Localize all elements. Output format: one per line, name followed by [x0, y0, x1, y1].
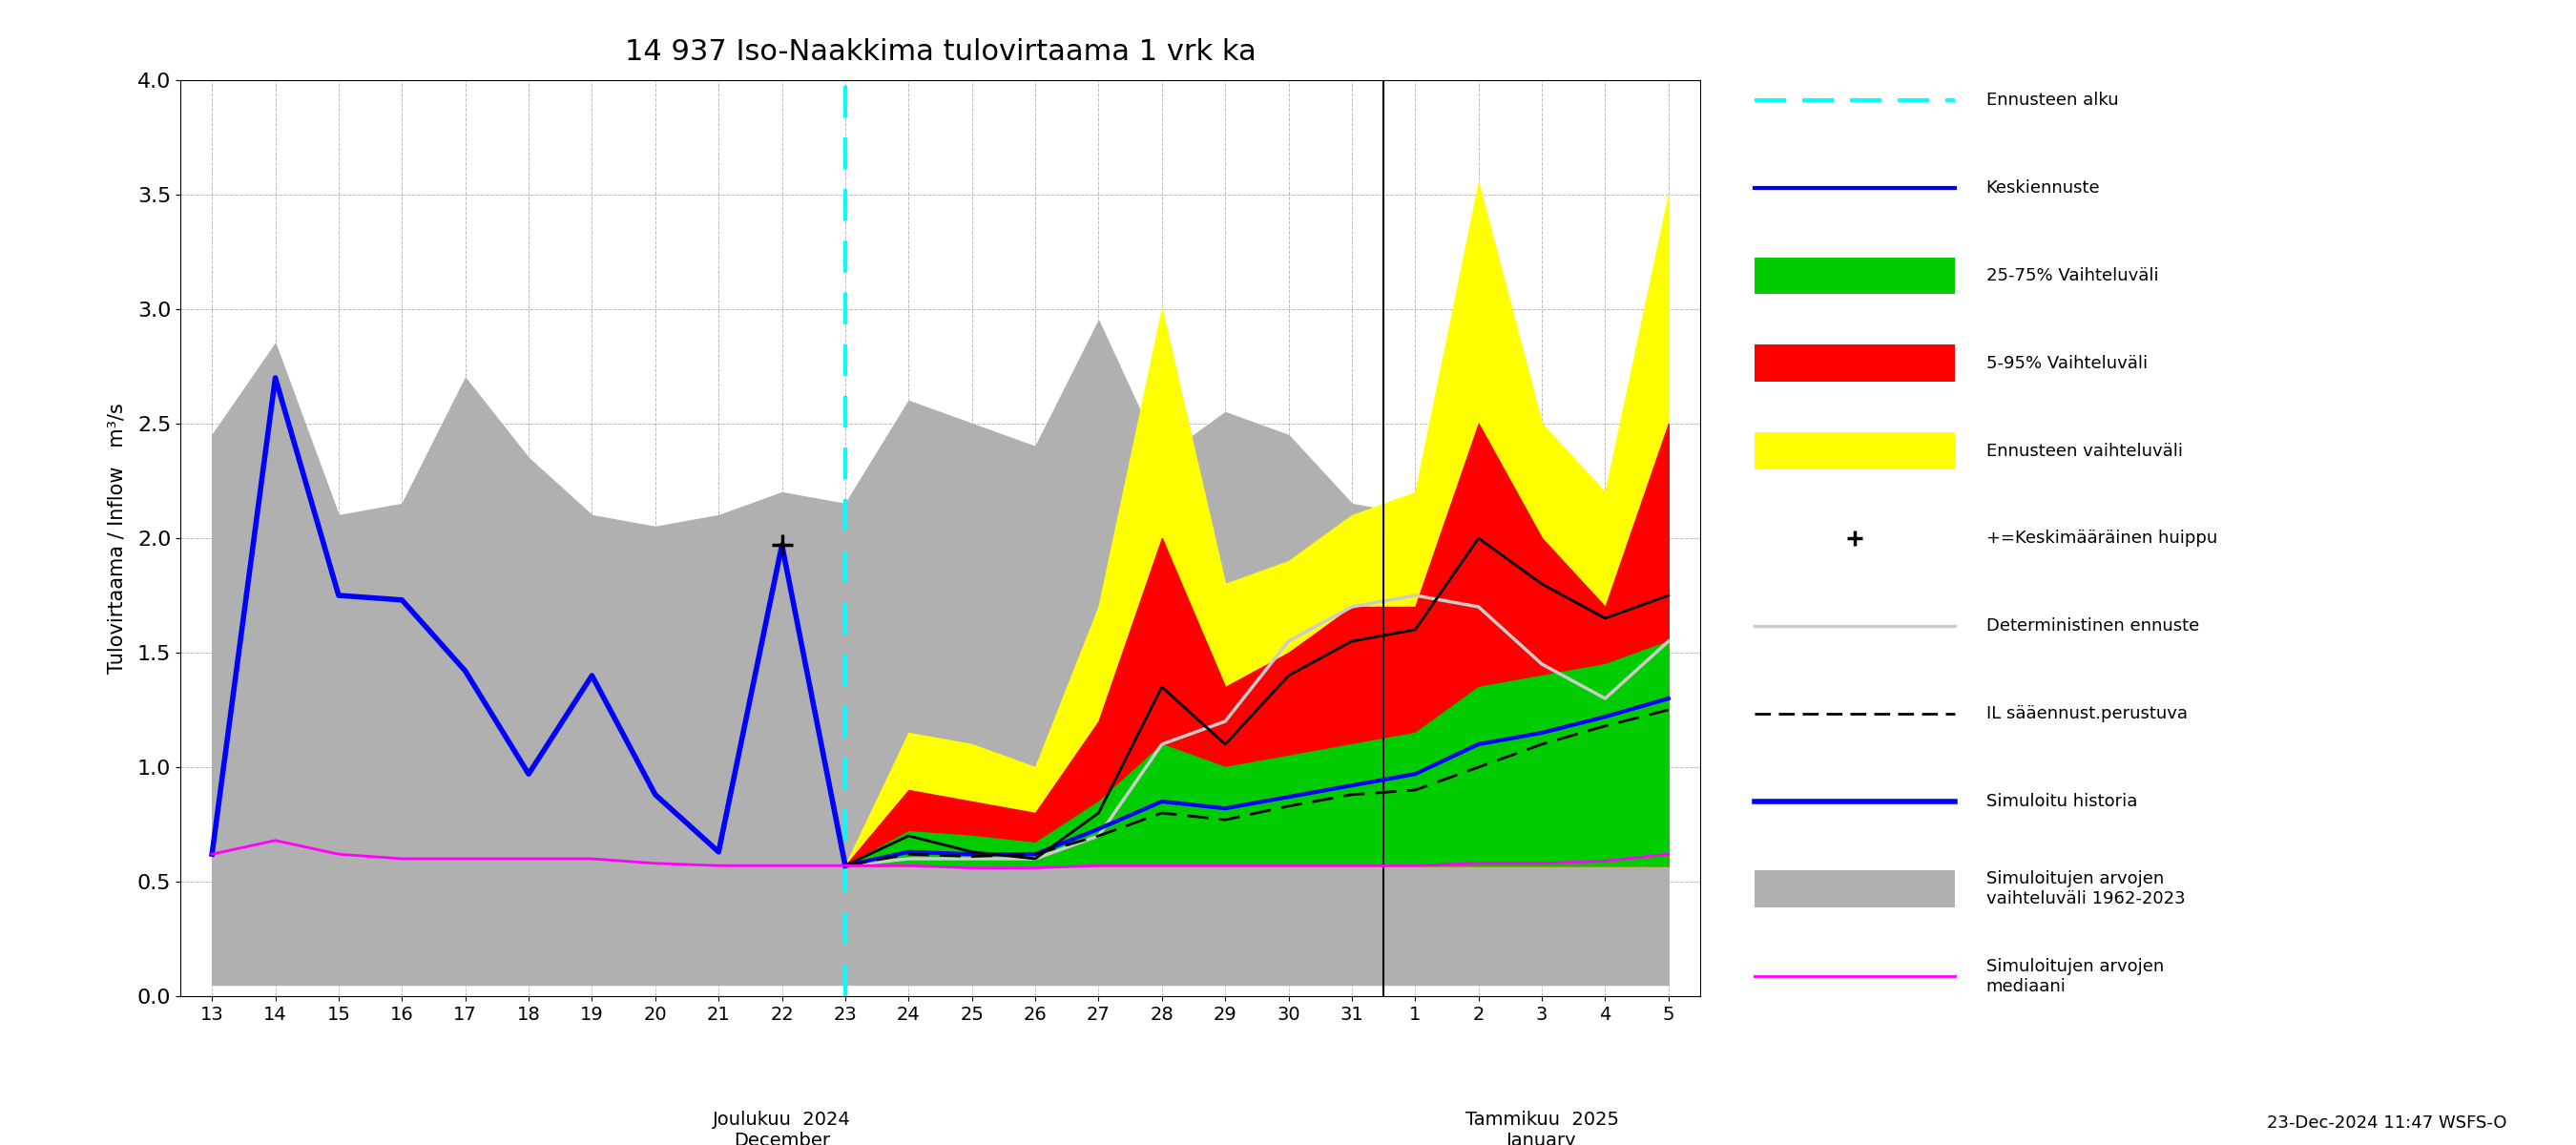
Text: 23-Dec-2024 11:47 WSFS-O: 23-Dec-2024 11:47 WSFS-O — [2267, 1114, 2506, 1131]
Text: Simuloitujen arvojen
mediaani: Simuloitujen arvojen mediaani — [1986, 958, 2164, 995]
Text: Simuloitujen arvojen
vaihteluväli 1962-2023: Simuloitujen arvojen vaihteluväli 1962-2… — [1986, 870, 2184, 907]
FancyBboxPatch shape — [1754, 433, 1955, 469]
Text: 5-95% Vaihteluväli: 5-95% Vaihteluväli — [1986, 355, 2148, 372]
Text: +​=Keskimääräinen huippu: +​=Keskimääräinen huippu — [1986, 530, 2218, 547]
Text: Joulukuu  2024
December: Joulukuu 2024 December — [714, 1111, 850, 1145]
Text: 25-75% Vaihteluväli: 25-75% Vaihteluväli — [1986, 267, 2159, 284]
Title: 14 937 Iso-Naakkima tulovirtaama 1 vrk ka: 14 937 Iso-Naakkima tulovirtaama 1 vrk k… — [623, 38, 1257, 66]
FancyBboxPatch shape — [1754, 870, 1955, 907]
Text: IL sääennust.perustuva: IL sääennust.perustuva — [1986, 705, 2187, 722]
Text: Tammikuu  2025
January: Tammikuu 2025 January — [1466, 1111, 1618, 1145]
Text: Simuloitu historia: Simuloitu historia — [1986, 792, 2138, 810]
Y-axis label: Tulovirtaama / Inflow   m³/s: Tulovirtaama / Inflow m³/s — [108, 403, 126, 673]
FancyBboxPatch shape — [1754, 345, 1955, 382]
Text: Ennusteen alku: Ennusteen alku — [1986, 92, 2117, 109]
Text: Deterministinen ennuste: Deterministinen ennuste — [1986, 617, 2200, 634]
Text: Ennusteen vaihteluväli: Ennusteen vaihteluväli — [1986, 442, 2182, 459]
Text: Keskiennuste: Keskiennuste — [1986, 180, 2099, 197]
FancyBboxPatch shape — [1754, 258, 1955, 294]
